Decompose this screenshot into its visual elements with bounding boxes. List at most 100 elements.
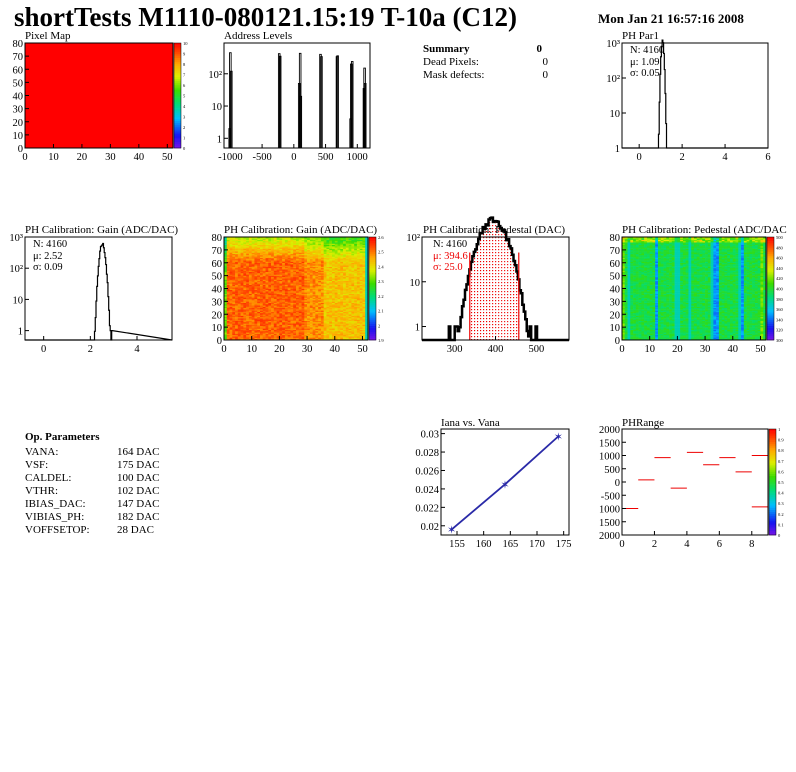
heatmap-cell	[226, 266, 230, 269]
heatmap-cell	[329, 314, 333, 316]
heatmap-cell	[343, 323, 347, 325]
heatmap-cell	[265, 325, 269, 328]
heatmap-cell	[307, 324, 311, 327]
heatmap-cell	[293, 279, 297, 282]
heatmap-cell	[296, 279, 300, 282]
heatmap-cell	[624, 312, 628, 315]
heatmap-cell	[356, 271, 360, 274]
heatmap-cell	[351, 258, 355, 261]
heatmap-cell	[284, 289, 288, 292]
heatmap-cell	[268, 274, 272, 276]
heatmap-cell	[312, 307, 316, 310]
heatmap-cell	[309, 271, 313, 274]
heatmap-cell	[318, 255, 322, 257]
heatmap-cell	[337, 321, 341, 324]
heatmap-cell	[624, 332, 628, 334]
heatmap-cell	[268, 303, 272, 306]
heatmap-cell	[356, 315, 360, 318]
heatmap-cell	[271, 330, 275, 333]
heatmap-cell	[356, 287, 360, 289]
heatmap-cell	[343, 253, 347, 256]
heatmap-cell	[248, 311, 252, 314]
heatmap-cell	[229, 280, 233, 283]
heatmap-cell	[265, 289, 269, 292]
heatmap-cell	[362, 265, 366, 267]
heatmap-cell	[622, 276, 626, 279]
heatmap-cell	[320, 315, 324, 318]
heatmap-cell	[359, 329, 363, 332]
heatmap-cell	[354, 252, 358, 255]
heatmap-cell	[279, 293, 283, 296]
heatmap-cell	[362, 327, 366, 329]
heatmap-cell	[248, 240, 252, 243]
heatmap-cell	[273, 273, 277, 275]
fit-region-bar	[506, 240, 508, 340]
heatmap-cell	[246, 294, 250, 297]
heatmap-cell	[293, 324, 297, 327]
heatmap-cell	[265, 294, 269, 297]
heatmap-cell	[287, 275, 291, 278]
heatmap-cell	[293, 276, 297, 279]
heatmap-cell	[359, 315, 363, 318]
heatmap-cell	[329, 252, 333, 255]
heatmap-cell	[262, 244, 266, 247]
heatmap-cell	[343, 291, 347, 293]
heatmap-cell	[273, 329, 277, 332]
heatmap-cell	[271, 296, 275, 298]
heatmap-cell	[348, 284, 352, 287]
heatmap-cell	[224, 253, 228, 256]
heatmap-cell	[337, 333, 341, 336]
heatmap-cell	[276, 256, 280, 258]
heatmap-cell	[638, 298, 642, 301]
heatmap-cell	[627, 266, 631, 269]
heatmap-cell	[329, 336, 333, 338]
heatmap-cell	[254, 327, 258, 329]
heatmap-cell	[237, 312, 241, 315]
heatmap-cell	[271, 294, 275, 297]
heatmap-cell	[627, 280, 631, 283]
heatmap-cell	[343, 252, 347, 255]
heatmap-cell	[248, 310, 252, 312]
heatmap-cell	[235, 325, 239, 328]
heatmap-cell	[301, 271, 305, 274]
heatmap-cell	[354, 279, 358, 282]
heatmap-cell	[318, 270, 322, 273]
heatmap-cell	[265, 244, 269, 247]
heatmap-cell	[312, 264, 316, 266]
heatmap-cell	[290, 336, 294, 338]
palette-cell	[369, 294, 376, 298]
heatmap-cell	[345, 310, 349, 312]
heatmap-cell	[304, 319, 308, 321]
heatmap-cell	[351, 303, 355, 306]
heatmap-cell	[301, 284, 305, 287]
heatmap-cell	[232, 327, 236, 329]
heatmap-cell	[273, 252, 277, 255]
heatmap-cell	[235, 252, 239, 255]
heatmap-cell	[359, 282, 363, 284]
heatmap-cell	[268, 264, 272, 266]
heatmap-cell	[293, 239, 297, 242]
heatmap-cell	[365, 279, 369, 282]
heatmap-cell	[296, 270, 300, 273]
fit-region-bar	[489, 218, 492, 340]
heatmap-cell	[320, 276, 324, 279]
heatmap-cell	[237, 311, 241, 314]
heatmap-cell	[240, 318, 244, 320]
heatmap-cell	[638, 271, 642, 274]
heatmap-cell	[635, 293, 639, 296]
heatmap-cell	[279, 274, 283, 276]
heatmap-cell	[301, 280, 305, 283]
heatmap-cell	[354, 327, 358, 329]
heatmap-cell	[635, 260, 639, 262]
heatmap-cell	[315, 318, 319, 320]
heatmap-cell	[315, 324, 319, 327]
heatmap-cell	[298, 278, 302, 280]
heatmap-cell	[337, 320, 341, 323]
heatmap-cell	[362, 306, 366, 309]
heatmap-cell	[326, 332, 330, 334]
heatmap-cell	[329, 328, 333, 330]
heatmap-cell	[284, 314, 288, 316]
heatmap-cell	[635, 271, 639, 274]
heatmap-cell	[293, 328, 297, 330]
heatmap-cell	[282, 318, 286, 320]
